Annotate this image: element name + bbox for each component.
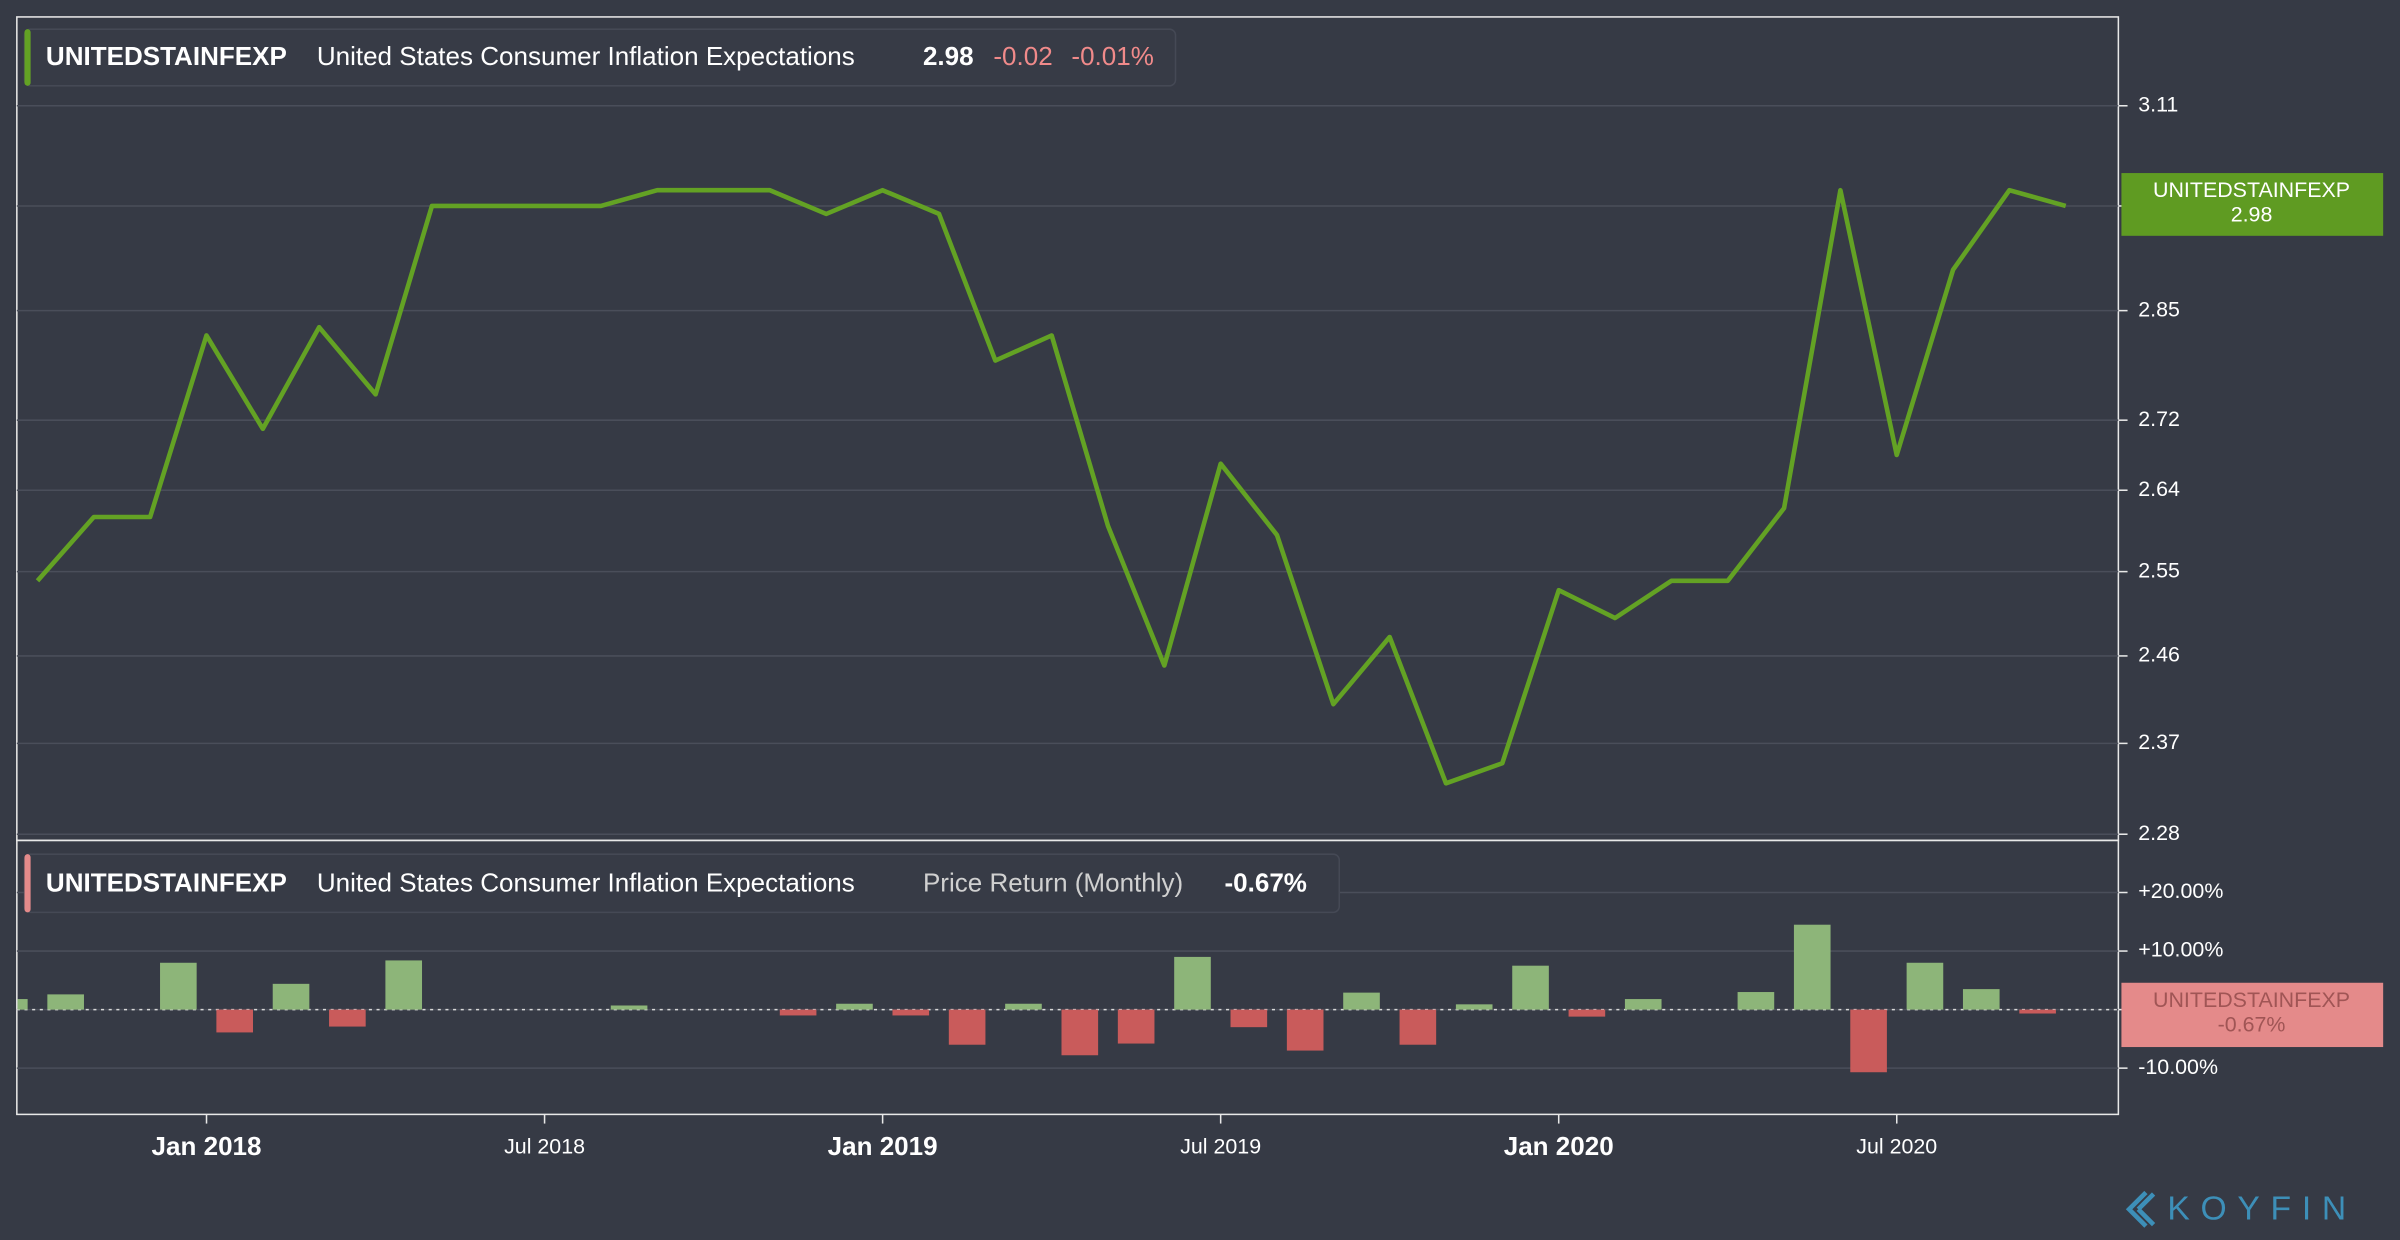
y-tick-label: 2.37 <box>2138 730 2180 754</box>
brand: KOYFIN <box>2167 1191 2357 1228</box>
return-bar <box>1286 1009 1324 1051</box>
return-bar <box>47 994 84 1010</box>
overlays: UNITEDSTAINFEXP United States Consumer I… <box>23 28 2384 1228</box>
return-bar <box>1962 989 2000 1010</box>
return-bar <box>779 1009 817 1016</box>
price-line <box>35 187 2067 786</box>
return-bar <box>1793 924 1831 1010</box>
y-tick-label: 2.64 <box>2138 477 2180 501</box>
return-bar <box>1005 1003 1042 1010</box>
return-bar <box>329 1009 366 1027</box>
return-bar <box>385 960 423 1010</box>
x-tick-label: Jan 2018 <box>152 1131 262 1161</box>
x-tick-label: Jan 2019 <box>828 1131 938 1161</box>
return-bar <box>1455 1004 1493 1010</box>
return-bar <box>892 1009 930 1016</box>
return-bar <box>1568 1009 1606 1017</box>
return-bar <box>216 1009 254 1033</box>
y-tick-label: +20.00% <box>2138 879 2223 903</box>
y-tick-label: 2.46 <box>2138 643 2180 667</box>
legend-change: -0.02 <box>993 41 1052 71</box>
return-bar <box>17 999 28 1010</box>
y-tick-label: 3.11 <box>2138 92 2178 116</box>
badge-value: 2.98 <box>2231 203 2273 227</box>
last-value-badge <box>2121 173 2384 236</box>
legend-accent <box>24 29 31 86</box>
return-bar <box>1512 965 1549 1010</box>
return-bar <box>1117 1009 1155 1044</box>
legend-accent <box>24 854 31 913</box>
legend-title: United States Consumer Inflation Expecta… <box>317 868 855 898</box>
return-bar <box>1399 1009 1437 1045</box>
return-bar <box>1624 999 1662 1010</box>
last-value-badge <box>2121 982 2384 1048</box>
return-bar <box>160 962 197 1010</box>
return-bar <box>1230 1009 1268 1028</box>
brand-icon <box>2125 1190 2156 1228</box>
return-bar <box>1343 992 1380 1010</box>
y-tick-label: -10.00% <box>2138 1055 2218 1079</box>
legend-ticker: UNITEDSTAINFEXP <box>46 868 287 898</box>
return-bar <box>836 1003 873 1010</box>
y-tick-label: 2.72 <box>2138 407 2180 431</box>
marks <box>17 187 2067 1073</box>
return-pane <box>16 839 2120 1116</box>
x-tick-label: Jul 2019 <box>1180 1135 1261 1159</box>
y-tick-label: 2.85 <box>2138 297 2180 321</box>
return-bar <box>1906 962 1944 1010</box>
return-bar <box>1850 1009 1887 1073</box>
legend-last: -0.67% <box>1224 868 1306 898</box>
y-tick-label: +10.00% <box>2138 938 2223 962</box>
legend-metric: Price Return (Monthly) <box>923 868 1183 898</box>
legend-title: United States Consumer Inflation Expecta… <box>317 41 855 71</box>
return-bar <box>1174 956 1211 1010</box>
return-bar <box>1737 992 1775 1010</box>
return-bar <box>610 1005 648 1010</box>
legend-last: 2.98 <box>923 41 974 71</box>
x-tick-label: Jan 2020 <box>1504 1131 1614 1161</box>
legend-ticker: UNITEDSTAINFEXP <box>46 41 287 71</box>
x-tick-label: Jul 2020 <box>1856 1135 1937 1159</box>
badge-value: -0.67% <box>2218 1012 2286 1036</box>
return-bar <box>2019 1009 2056 1014</box>
return-bar <box>948 1009 986 1045</box>
x-tick-label: Jul 2018 <box>504 1135 585 1159</box>
badge-name: UNITEDSTAINFEXP <box>2153 178 2350 202</box>
return-bar <box>272 983 310 1010</box>
return-bar <box>1061 1009 1099 1056</box>
y-tick-label: 2.28 <box>2138 821 2180 845</box>
y-tick-label: 2.55 <box>2138 558 2180 582</box>
legend-change-pct: -0.01% <box>1071 41 1153 71</box>
badge-name: UNITEDSTAINFEXP <box>2153 988 2350 1012</box>
